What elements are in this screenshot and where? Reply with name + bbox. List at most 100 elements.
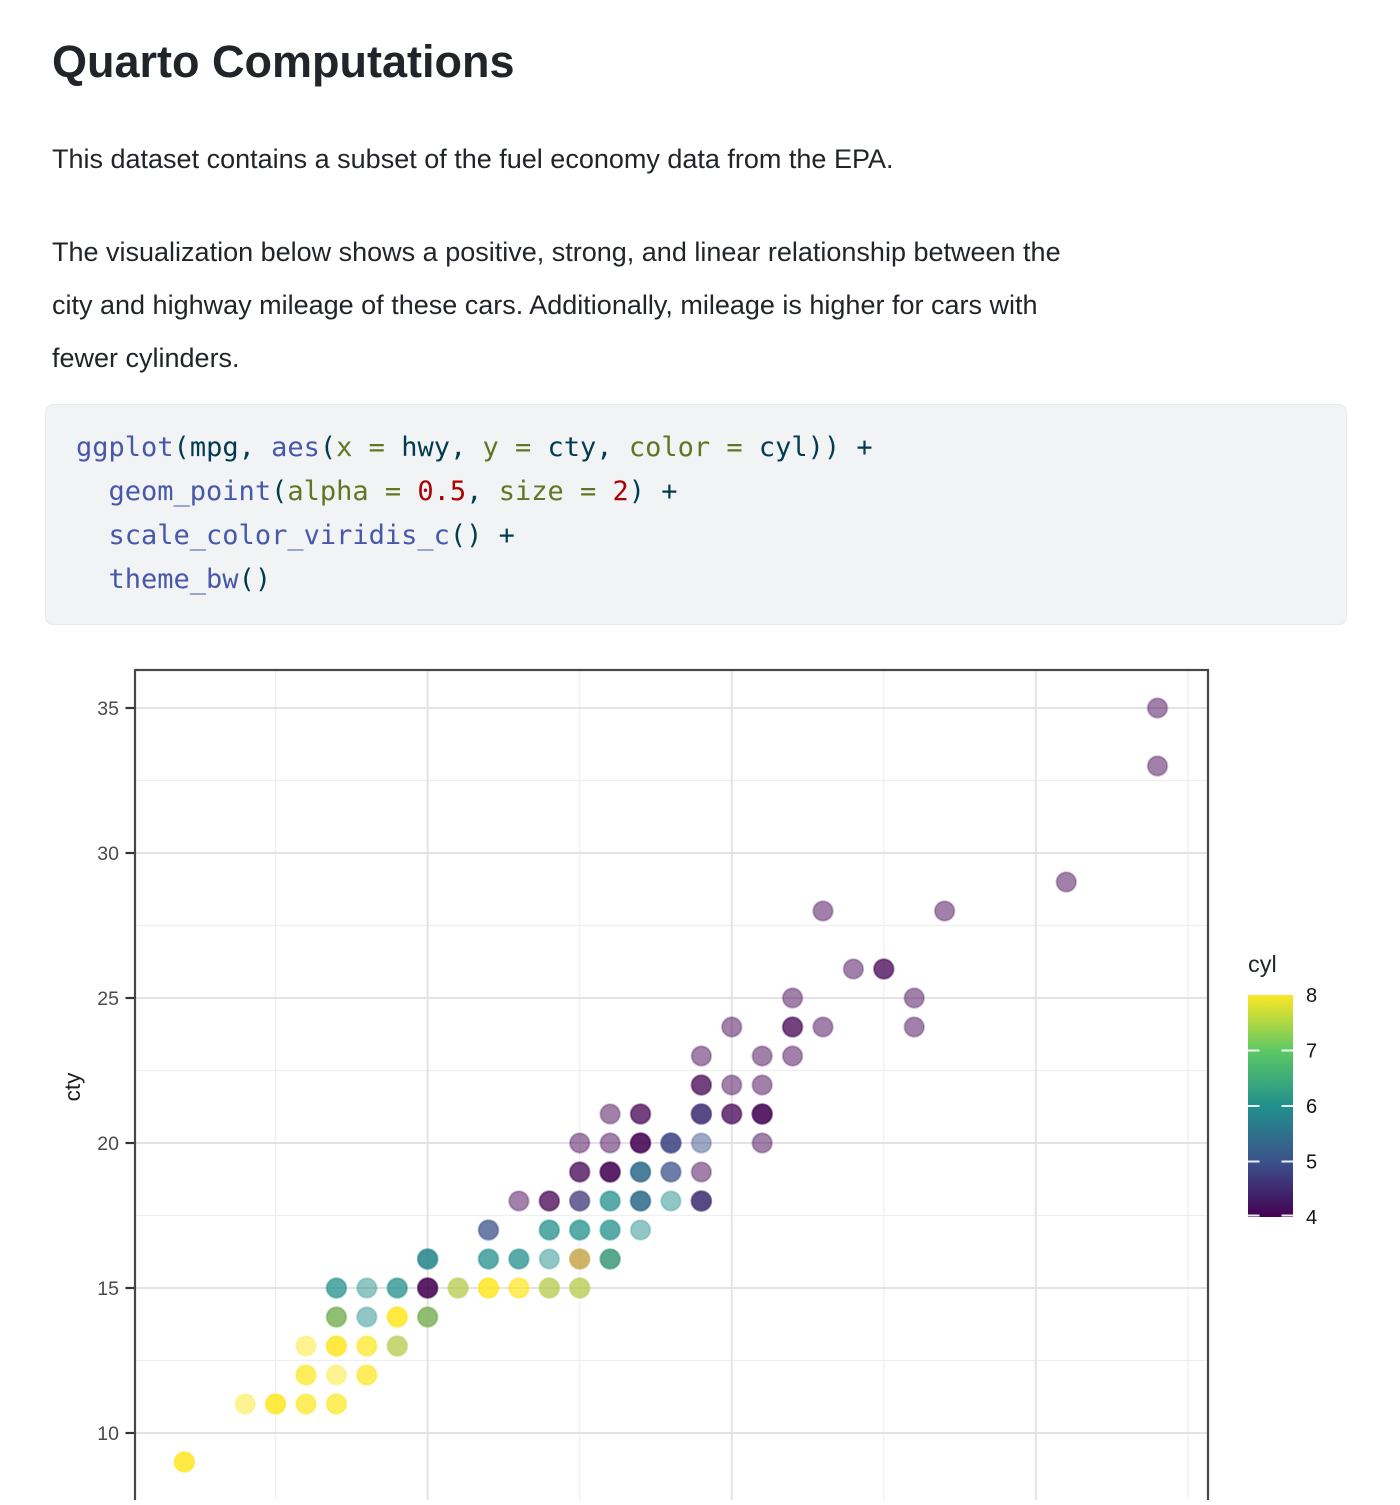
legend-tick-label: 5 — [1306, 1152, 1317, 1174]
legend-tick-label: 6 — [1306, 1096, 1317, 1118]
grid-minor — [135, 670, 1208, 1505]
data-point — [568, 1190, 591, 1212]
code-token: theme_bw — [108, 564, 239, 595]
data-point — [690, 1190, 713, 1212]
code-token: cty — [547, 432, 597, 463]
data-point — [538, 1248, 561, 1270]
legend-tick-label: 4 — [1306, 1207, 1317, 1229]
data-point — [629, 1161, 652, 1183]
data-point — [356, 1277, 378, 1299]
data-point — [477, 1248, 500, 1270]
description-paragraph: The visualization below shows a positive… — [52, 226, 1061, 385]
text-line: fewer cylinders. — [52, 343, 240, 373]
data-point — [538, 1277, 561, 1299]
data-point — [477, 1277, 500, 1299]
data-point — [508, 1190, 530, 1212]
data-point — [720, 1074, 743, 1096]
y-axis-labels: 10 15 20 25 30 35 — [97, 698, 119, 1445]
data-point — [325, 1335, 348, 1357]
data-point — [568, 1161, 591, 1183]
data-point — [781, 987, 804, 1009]
panel-border — [133, 668, 1210, 1505]
code-token: , — [449, 432, 483, 463]
data-point — [568, 1219, 591, 1241]
y-tick-label: 35 — [97, 698, 119, 720]
code-token: )) + — [807, 432, 873, 463]
data-point — [568, 1248, 591, 1270]
scatter-figure: 10 15 20 25 30 35 cty cyl 8 7 6 5 4 — [0, 640, 1400, 1505]
data-point — [690, 1161, 713, 1183]
data-point — [416, 1277, 439, 1299]
code-token — [76, 476, 109, 507]
data-point — [295, 1364, 317, 1386]
code-token: aes — [271, 432, 320, 463]
data-point — [812, 900, 834, 922]
data-point — [264, 1393, 287, 1415]
data-point — [325, 1393, 348, 1415]
code-token: hwy — [401, 432, 450, 463]
data-point — [660, 1132, 682, 1154]
data-point — [660, 1161, 682, 1183]
data-point — [812, 1016, 834, 1038]
data-point — [386, 1335, 409, 1357]
data-point — [751, 1045, 773, 1067]
data-point — [751, 1132, 773, 1154]
data-point — [599, 1132, 621, 1154]
intro-paragraph: This dataset contains a subset of the fu… — [52, 144, 894, 174]
data-point — [873, 958, 895, 980]
data-point — [720, 1016, 743, 1038]
data-point — [508, 1277, 530, 1299]
data-point — [690, 1045, 713, 1067]
data-point — [690, 1103, 713, 1125]
code-token: , — [238, 432, 272, 463]
legend: cyl 8 7 6 5 4 — [1248, 951, 1317, 1229]
data-point — [720, 1103, 743, 1125]
code-token: size = — [498, 476, 613, 507]
data-point — [234, 1393, 256, 1415]
y-axis-title: cty — [60, 1072, 85, 1102]
data-point — [356, 1306, 378, 1328]
text-line: The visualization below shows a positive… — [52, 237, 1061, 267]
legend-tick-label: 8 — [1306, 985, 1317, 1007]
data-point — [781, 1016, 804, 1038]
data-point — [173, 1451, 196, 1473]
r-source-code: ggplot(mpg, aes(x = hwy, y = cty, color … — [46, 405, 1346, 602]
data-point — [903, 987, 926, 1009]
y-tick-label: 25 — [97, 988, 119, 1010]
code-token: ( — [173, 432, 190, 463]
data-point — [416, 1306, 439, 1328]
data-point — [356, 1335, 378, 1357]
data-point — [781, 1045, 804, 1067]
data-point — [842, 958, 865, 980]
data-point — [903, 1016, 926, 1038]
code-token: ( — [319, 432, 337, 463]
data-point — [751, 1103, 773, 1125]
data-point — [933, 900, 956, 922]
legend-title: cyl — [1248, 951, 1277, 977]
code-token: () + — [449, 520, 515, 551]
data-point — [325, 1364, 348, 1386]
data-point — [295, 1393, 317, 1415]
y-tick-label: 10 — [97, 1423, 119, 1445]
page-title: Quarto Computations — [52, 36, 515, 87]
code-token: alpha = — [287, 476, 418, 507]
data-point — [599, 1248, 621, 1270]
data-point — [538, 1219, 561, 1241]
data-points — [173, 697, 1169, 1473]
data-point — [538, 1190, 561, 1212]
data-point — [508, 1248, 530, 1270]
code-token: y = — [482, 432, 548, 463]
data-point — [1146, 697, 1169, 719]
data-point — [416, 1248, 439, 1270]
y-axis-ticks — [125, 706, 134, 1435]
text-line: city and highway mileage of these cars. … — [52, 290, 1038, 320]
y-tick-label: 15 — [97, 1278, 119, 1300]
y-tick-label: 20 — [97, 1133, 119, 1155]
data-point — [660, 1190, 682, 1212]
data-point — [1055, 871, 1078, 893]
data-point — [447, 1277, 469, 1299]
code-token: , — [466, 476, 499, 507]
data-point — [1146, 755, 1169, 777]
data-point — [629, 1103, 652, 1125]
code-token: color = — [628, 432, 759, 463]
